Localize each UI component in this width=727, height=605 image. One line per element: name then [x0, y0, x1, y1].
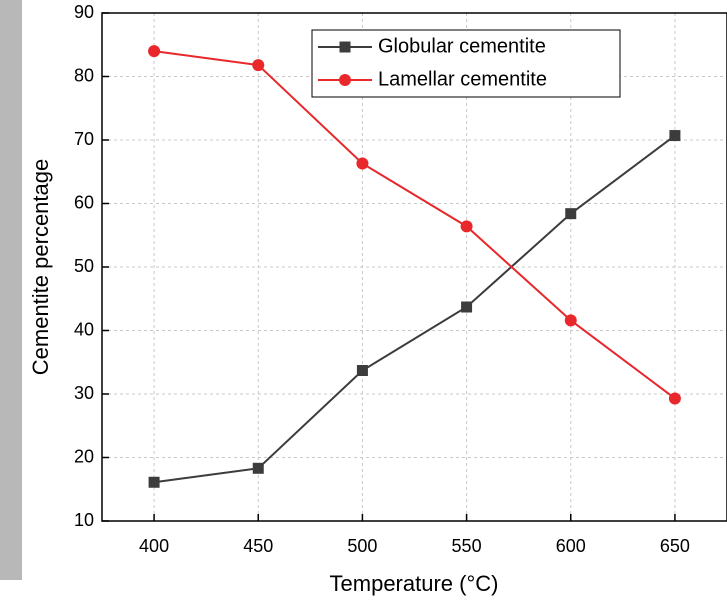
x-tick-label: 400 — [139, 536, 169, 556]
marker — [252, 462, 264, 474]
legend-text: Globular cementite — [378, 35, 546, 57]
y-tick-label: 60 — [74, 192, 94, 212]
marker — [565, 208, 577, 220]
marker — [356, 157, 369, 170]
legend-text: Lamellar cementite — [378, 68, 547, 90]
marker — [148, 476, 160, 488]
background-image-strip — [0, 0, 22, 580]
y-tick-label: 40 — [74, 319, 94, 339]
y-tick-label: 30 — [74, 383, 94, 403]
y-tick-label: 80 — [74, 65, 94, 85]
line — [153, 134, 676, 484]
y-axis-label: Cementite percentage — [28, 159, 53, 375]
marker — [461, 301, 473, 313]
x-tick-label: 450 — [243, 536, 273, 556]
marker — [148, 45, 161, 58]
y-tick-label: 70 — [74, 129, 94, 149]
marker — [668, 392, 681, 405]
plot-frame — [101, 12, 727, 522]
y-tick-label: 90 — [74, 2, 94, 22]
legend-marker — [339, 74, 351, 86]
marker — [564, 314, 577, 327]
marker — [252, 59, 265, 72]
x-tick-label: 600 — [556, 536, 586, 556]
y-tick-label: 10 — [74, 510, 94, 530]
x-axis-label: Temperature (°C) — [330, 571, 499, 596]
line — [153, 50, 676, 400]
marker — [460, 220, 473, 233]
marker — [356, 365, 368, 377]
legend-marker — [339, 41, 351, 53]
y-tick-label: 50 — [74, 256, 94, 276]
y-tick-label: 20 — [74, 446, 94, 466]
marker — [669, 130, 681, 142]
x-tick-label: 650 — [660, 536, 690, 556]
x-tick-label: 500 — [347, 536, 377, 556]
x-tick-label: 550 — [452, 536, 482, 556]
legend-box — [311, 29, 621, 98]
